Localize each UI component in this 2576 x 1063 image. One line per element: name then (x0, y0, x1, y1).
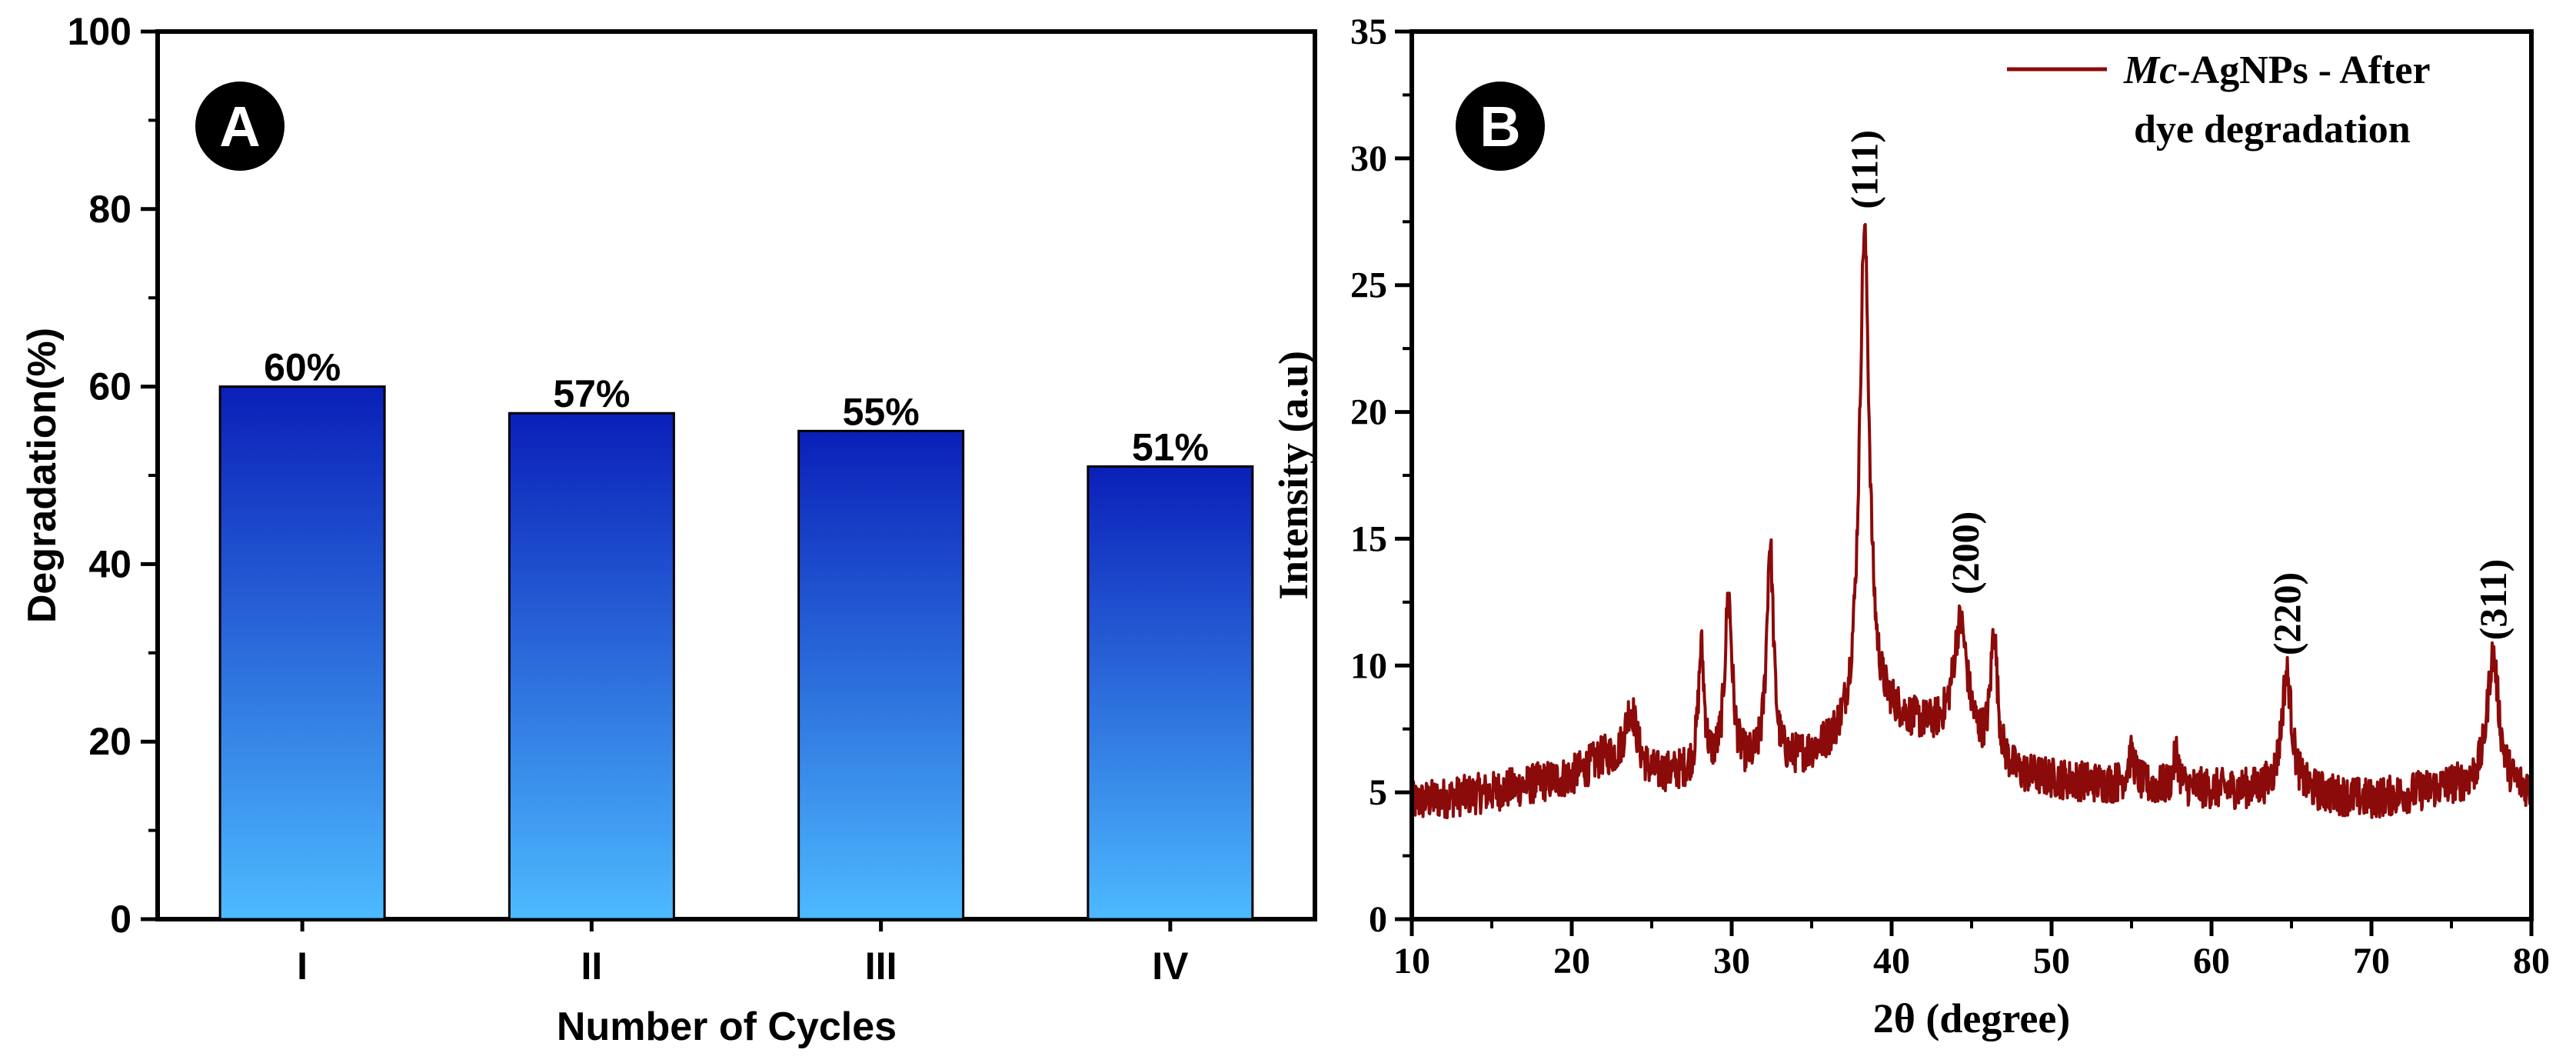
y-tick-label: 10 (1350, 645, 1387, 686)
panel-b-xlabel: 2θ (degree) (1873, 995, 2071, 1041)
peak-label: (311) (2471, 559, 2514, 641)
legend-entry-line2: dye degradation (2134, 108, 2411, 152)
panel-b-xrd-chart: 0 5 10 15 20 25 30 35 10 20 30 40 50 60 70 80 (111) (20… (1270, 12, 2550, 1041)
x-tick-label: 50 (2033, 941, 2070, 981)
bar-data-label: 55% (843, 390, 920, 433)
x-tick-label: 10 (1393, 941, 1430, 981)
bar (797, 429, 965, 921)
y-tick-label: 20 (88, 720, 131, 763)
bar-data-label: 60% (264, 346, 341, 389)
x-tick-label: 20 (1553, 941, 1590, 981)
y-tick-label: 35 (1350, 12, 1387, 52)
legend-entry-italic: Mc (2123, 48, 2177, 92)
panel-b-label: B (1479, 95, 1520, 158)
x-tick-label: II (581, 945, 602, 988)
x-tick-label: III (865, 945, 897, 988)
bar (218, 385, 386, 921)
y-tick-label: 15 (1350, 518, 1387, 559)
y-tick-label: 20 (1350, 392, 1387, 433)
x-tick-label: 80 (2513, 941, 2550, 981)
panel-a-xlabel: Number of Cycles (557, 1005, 897, 1049)
panel-a-label: A (219, 95, 260, 158)
panel-b-ylabel: Intensity (a.u) (1270, 351, 1316, 600)
legend-entry: Mc-AgNPs - After (2123, 48, 2431, 92)
legend-entry-rest: -AgNPs - After (2177, 48, 2430, 92)
x-tick-label: 40 (1873, 941, 1910, 981)
bar (508, 412, 675, 921)
x-tick-label: 30 (1713, 941, 1750, 981)
y-tick-label: 80 (88, 188, 131, 231)
panel-a-ylabel: Degradation(%) (20, 328, 65, 623)
panel-b-badge: B (1456, 82, 1545, 171)
panel-a-badge: A (195, 82, 285, 171)
bar-data-label: 51% (1132, 425, 1209, 468)
x-tick-label: IV (1152, 945, 1189, 988)
peak-label: (220) (2265, 572, 2308, 655)
legend: Mc-AgNPs - After dye degradation (2007, 48, 2431, 152)
peak-label: (200) (1944, 512, 1987, 595)
y-tick-label: 5 (1369, 772, 1387, 813)
peak-label: (111) (1843, 130, 1886, 209)
y-tick-label: 30 (1350, 138, 1387, 179)
x-tick-label: I (297, 945, 308, 988)
y-tick-label: 0 (110, 898, 131, 941)
x-tick-label: 70 (2353, 941, 2390, 981)
y-tick-label: 60 (88, 365, 131, 408)
xrd-series-line (1410, 222, 2533, 820)
y-tick-label: 25 (1350, 265, 1387, 306)
y-tick-label: 0 (1369, 899, 1387, 940)
y-tick-label: 40 (88, 542, 131, 585)
bar-data-label: 57% (553, 372, 630, 415)
x-tick-label: 60 (2193, 941, 2230, 981)
y-tick-label: 100 (68, 10, 131, 53)
bar (1087, 465, 1254, 921)
